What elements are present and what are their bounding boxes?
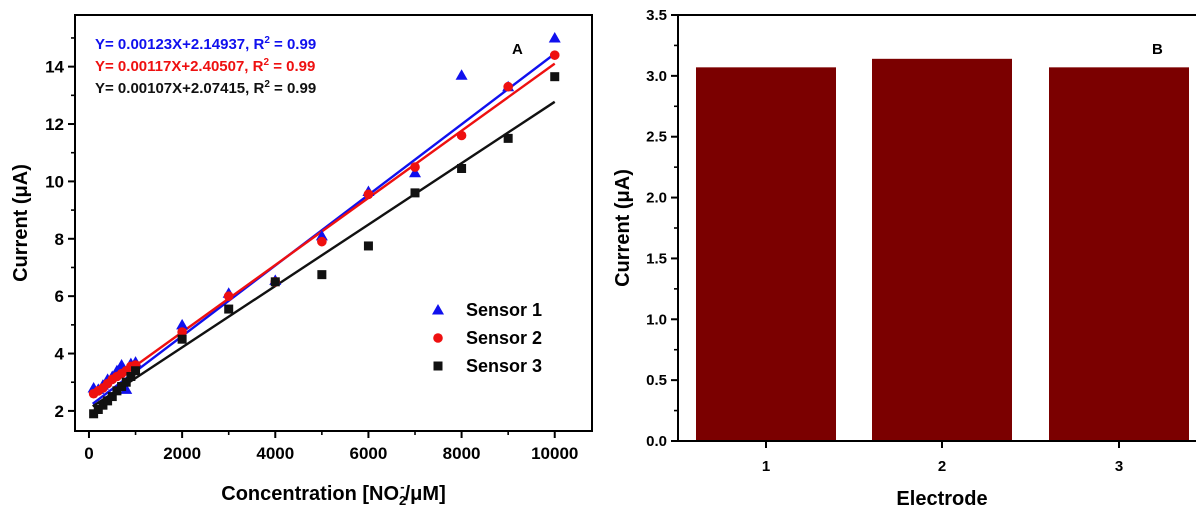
y-tick-label-b: 3.0 [646,68,667,85]
x-tick-label: 10000 [531,444,578,463]
x-tick-label-b: 1 [762,458,770,475]
data-point-sensor-1 [120,383,133,394]
plot-frame-a [74,14,593,432]
y-tick-label: 2 [55,402,64,421]
legend-marker-sensor-2 [433,333,443,343]
data-point-sensor-2 [317,236,327,247]
y-tick-label-b: 1.0 [646,311,667,328]
chart-panel-b: 0.0 0.5 1.0 1.5 2.0 2.5 3.0 3.5 1 2 3 Electrode Curr… [612,7,1196,510]
x-tick-label: 0 [84,444,93,463]
equation-text-end: = 0.99 [270,80,316,97]
y-axis-title: Current (μA) [10,164,32,282]
fit-line-3 [92,100,556,408]
data-point-sensor-2 [549,50,560,60]
equation-superscript: 2 [263,57,269,68]
data-point-sensor-1 [315,229,328,241]
bar-electrode-3 [1049,67,1189,441]
data-point-sensor-3 [126,371,136,381]
legend-label: Sensor 3 [466,356,542,376]
data-point-sensor-2 [456,130,467,141]
data-point-sensor-3 [363,241,373,251]
data-point-sensor-3 [121,377,131,387]
y-tick-label: 14 [45,58,64,77]
bar-electrode-2 [872,58,1012,442]
data-point-sensor-3 [98,400,108,410]
equation-text: Y= 0.00107X+2.07415, R [95,80,264,97]
bar-electrode-1 [696,67,836,441]
y-axis-title-b: Current (μA) [612,169,634,287]
data-point-sensor-3 [317,270,327,280]
y-tick-label-b: 2.0 [646,190,667,207]
x-tick-label: 8000 [443,444,481,463]
y-tick-label: 10 [45,172,64,191]
fit-equation-2: Y= 0.00117X+2.40507, R2 = 0.99 [95,57,315,75]
data-point-sensor-1 [548,31,561,43]
data-point-sensor-3 [107,392,117,402]
data-point-sensor-3 [503,133,513,143]
data-point-sensor-2 [363,189,374,200]
x-axis-title-superscript: - [400,479,404,494]
data-point-sensor-2 [177,327,187,337]
y-tick-label: 4 [55,345,65,364]
fit-equation-3: Y= 0.00107X+2.07415, R2 = 0.99 [95,79,316,97]
x-axis-title-subscript: 2 [399,493,406,508]
data-point-sensor-3 [550,72,560,82]
data-point-sensor-2 [410,162,420,172]
y-tick-label-b: 2.5 [646,129,667,146]
data-point-sensor-3 [457,163,467,173]
data-point-sensor-1 [176,318,189,330]
data-point-sensor-3 [117,382,127,392]
chart-panel-a: 0 2000 4000 6000 8000 10000 2 4 6 8 10 12 14 Concentr… [10,14,593,508]
data-point-sensor-3 [177,334,187,344]
x-axis-title-main: Concentration [NO [221,483,399,505]
fit-equation-1: Y= 0.00123X+2.14937, R2 = 0.99 [95,35,316,53]
data-point-sensor-3 [89,409,99,419]
legend-label: Sensor 2 [466,328,542,348]
x-tick-label: 4000 [256,444,294,463]
x-axis-title: Concentration [NO2-/μM] [221,479,445,508]
x-axis-title-b: Electrode [896,488,987,510]
equation-text-end: = 0.99 [269,58,315,75]
x-tick-label: 6000 [350,444,388,463]
y-tick-label-b: 0.5 [646,372,667,389]
x-axis-title-end: /μM] [405,483,446,505]
data-point-sensor-3 [131,366,141,376]
x-tick-label: 2000 [163,444,201,463]
data-point-sensor-2 [503,81,513,92]
y-tick-label-b: 3.5 [646,7,667,24]
y-tick-label: 6 [55,287,64,306]
y-tick-label: 8 [55,230,64,249]
y-tick-label-b: 0.0 [646,433,667,450]
equation-superscript: 2 [264,35,270,46]
equation-superscript: 2 [264,79,270,90]
y-tick-label-b: 1.5 [646,250,667,267]
data-point-sensor-3 [224,304,234,314]
data-point-sensor-1 [455,69,468,80]
panel-label-a: A [512,41,523,58]
legend-label: Sensor 1 [466,300,542,320]
equation-text: Y= 0.00117X+2.40507, R [95,58,264,75]
legend-marker-sensor-3 [433,361,443,371]
panel-label-b: B [1152,41,1163,58]
x-tick-label-b: 3 [1115,458,1123,475]
data-point-sensor-2 [223,291,234,301]
fit-line-2 [91,62,556,398]
data-point-sensor-1 [409,166,422,178]
legend-marker-sensor-1 [432,304,444,315]
x-tick-label-b: 2 [938,458,946,475]
data-point-sensor-3 [103,396,113,406]
data-point-sensor-3 [270,277,280,287]
data-point-sensor-3 [93,404,103,414]
data-point-sensor-3 [410,188,420,198]
data-point-sensor-3 [112,386,122,396]
equation-text: Y= 0.00123X+2.14937, R [95,36,264,53]
equation-text-end: = 0.99 [270,36,316,53]
y-tick-label: 12 [45,115,64,134]
